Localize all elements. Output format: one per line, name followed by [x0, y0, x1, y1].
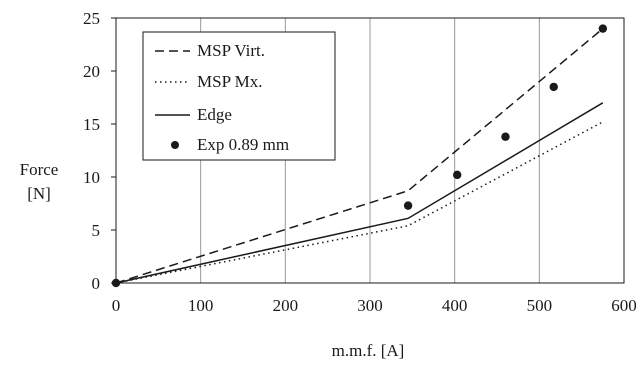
legend-label-msp-mx: MSP Mx.	[197, 72, 263, 91]
y-tick-label: 10	[83, 168, 100, 187]
data-point-exp-0-89-mm	[501, 132, 510, 141]
x-tick-label: 500	[527, 296, 553, 315]
y-tick-label: 20	[83, 62, 100, 81]
x-tick-labels: 0 100 200 300 400 500 600	[112, 296, 637, 315]
legend-label-edge: Edge	[197, 105, 232, 124]
y-tick-labels: 0 5 10 15 20 25	[83, 9, 116, 293]
y-tick-label: 0	[92, 274, 101, 293]
series-line-msp-virt	[115, 28, 604, 284]
x-axis-label: m.m.f. [A]	[332, 341, 405, 360]
x-tick-label: 300	[357, 296, 383, 315]
legend-box	[142, 31, 336, 161]
series-layer	[111, 24, 608, 288]
legend-swatch-exp	[171, 141, 179, 149]
data-point-exp-0-89-mm	[403, 201, 413, 210]
y-axis-label-line-1: Force	[20, 160, 59, 179]
y-tick-label: 15	[83, 115, 100, 134]
data-point-exp-0-89-mm	[549, 82, 558, 92]
series-line-edge	[115, 102, 604, 284]
legend-label-exp: Exp 0.89 mm	[197, 135, 289, 154]
x-tick-label: 400	[442, 296, 468, 315]
legend: MSP Virt. MSP Mx. Edge Exp 0.89 mm	[142, 31, 336, 161]
x-tick-label: 0	[112, 296, 121, 315]
data-point-exp-0-89-mm	[453, 170, 462, 180]
plot-frame	[115, 17, 625, 284]
y-axis-label-line-2: [N]	[27, 184, 51, 203]
x-tick-label: 100	[188, 296, 214, 315]
y-tick-label: 25	[83, 9, 100, 28]
x-tick-label: 600	[611, 296, 637, 315]
y-tick-label: 5	[92, 221, 101, 240]
data-point-exp-0-89-mm	[598, 24, 608, 33]
legend-label-msp-virt: MSP Virt.	[197, 41, 265, 60]
x-tick-label: 200	[273, 296, 299, 315]
